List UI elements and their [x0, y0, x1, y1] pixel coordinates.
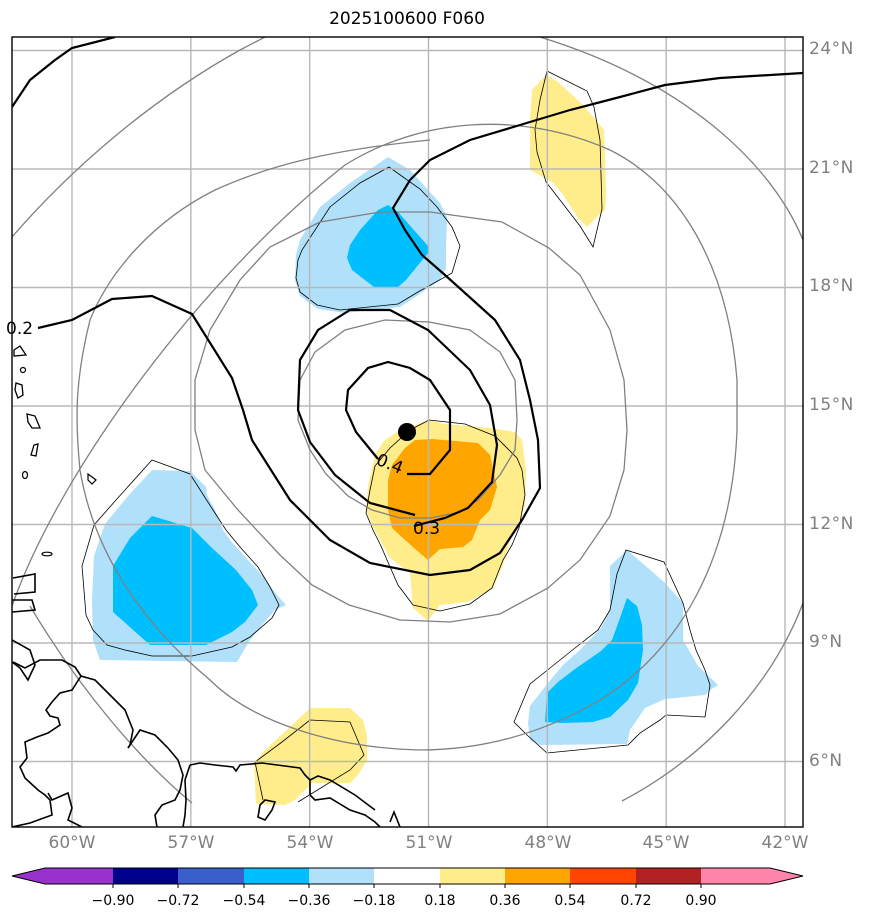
island: [26, 413, 41, 429]
lat-tick-label: 9°N: [809, 632, 843, 652]
contour-0.2: [12, 37, 116, 108]
island: [30, 443, 39, 457]
colorbar-segment: [244, 868, 309, 884]
contour-layer: [12, 37, 803, 577]
island: [19, 366, 27, 374]
coastline: [127, 729, 184, 827]
contour-label: 0.2: [6, 319, 33, 339]
map-frame: [11, 36, 804, 828]
colorbar: [11, 867, 804, 888]
coastline: [309, 775, 376, 811]
island: [41, 551, 53, 557]
island: [21, 470, 29, 480]
storm-center-marker[interactable]: [398, 423, 416, 441]
distance-rings: [12, 37, 803, 804]
colorbar-segment: [505, 868, 570, 884]
coastline: [12, 675, 82, 827]
colorbar-segment: [570, 868, 636, 884]
contour-0.4: [344, 360, 452, 476]
lat-tick-label: 15°N: [809, 395, 854, 415]
coastline: [12, 659, 134, 749]
distance-ring: [539, 37, 803, 241]
colorbar-tick-label: 0.72: [620, 893, 652, 909]
distance-ring: [194, 211, 628, 623]
lat-tick-label: 24°N: [809, 39, 854, 59]
colorbar-segment: [12, 868, 113, 884]
colorbar-segment: [440, 868, 505, 884]
outline-contour: [365, 419, 526, 612]
coastline: [12, 639, 36, 682]
colorbar-tick-label: −0.72: [156, 893, 200, 909]
outline-contour: [81, 459, 280, 657]
distance-ring: [297, 319, 518, 519]
outline-contour: [534, 70, 603, 249]
colorbar-tick-label: 0.54: [554, 893, 586, 909]
colorbar-tick-label: 0.18: [424, 893, 456, 909]
positive-anomaly-region: [530, 75, 606, 227]
positive-anomaly-region: [254, 708, 367, 805]
colorbar-segment: [309, 868, 374, 884]
lat-tick-label: 12°N: [809, 514, 854, 534]
colorbar-segment: [178, 868, 244, 884]
anomaly-fill-layer: [92, 75, 718, 805]
outline-contour: [254, 719, 365, 803]
distance-ring: [12, 123, 738, 751]
colorbar-tick-label: 0.90: [685, 893, 717, 909]
coastline: [389, 809, 401, 827]
coastline: [189, 762, 381, 827]
strong-positive-anomaly-region: [388, 439, 497, 560]
coastline: [182, 764, 191, 827]
lon-tick-label: 60°W: [48, 833, 96, 853]
island: [87, 472, 97, 485]
lon-tick-label: 42°W: [761, 833, 809, 853]
coastline: [12, 573, 37, 613]
lon-tick-label: 48°W: [524, 833, 572, 853]
lat-tick-label: 21°N: [809, 158, 854, 178]
island: [14, 382, 24, 399]
colorbar-tick-label: 0.36: [489, 893, 521, 909]
coastline-layer: [12, 345, 401, 827]
contour-0.2: [37, 71, 803, 577]
coastline: [257, 799, 277, 821]
contour-label: 0.3: [413, 519, 440, 539]
coastline: [13, 345, 28, 357]
colorbar-segment: [636, 868, 701, 884]
distance-ring: [621, 602, 803, 802]
colorbar-segment: [374, 868, 440, 884]
colorbar-tick-label: −0.54: [222, 893, 266, 909]
graticule: [12, 37, 803, 827]
strong-negative-anomaly-region: [545, 598, 643, 723]
lat-tick-label: 18°N: [809, 276, 854, 296]
outline-contour: [295, 166, 461, 311]
distance-ring: [29, 605, 193, 804]
strong-negative-anomaly-region: [113, 516, 258, 645]
anomaly-outline-layer: [81, 70, 711, 803]
plot-title: 2025100600 F060: [329, 9, 485, 29]
colorbar-outline: [11, 867, 804, 885]
contour-0.3: [296, 308, 499, 528]
lon-tick-label: 57°W: [167, 833, 215, 853]
colorbar-segment: [701, 868, 803, 884]
colorbar-tick-label: −0.36: [287, 893, 331, 909]
colorbar-segment: [113, 868, 178, 884]
coastline: [47, 791, 83, 827]
lon-tick-label: 45°W: [642, 833, 690, 853]
colorbar-tick-label: −0.90: [91, 893, 135, 909]
lat-tick-label: 6°N: [809, 751, 843, 771]
colorbar-tick-label: −0.18: [352, 893, 396, 909]
lon-tick-label: 54°W: [286, 833, 334, 853]
distance-ring: [12, 37, 266, 238]
lon-tick-label: 51°W: [405, 833, 453, 853]
strong-negative-anomaly-region: [347, 205, 428, 287]
